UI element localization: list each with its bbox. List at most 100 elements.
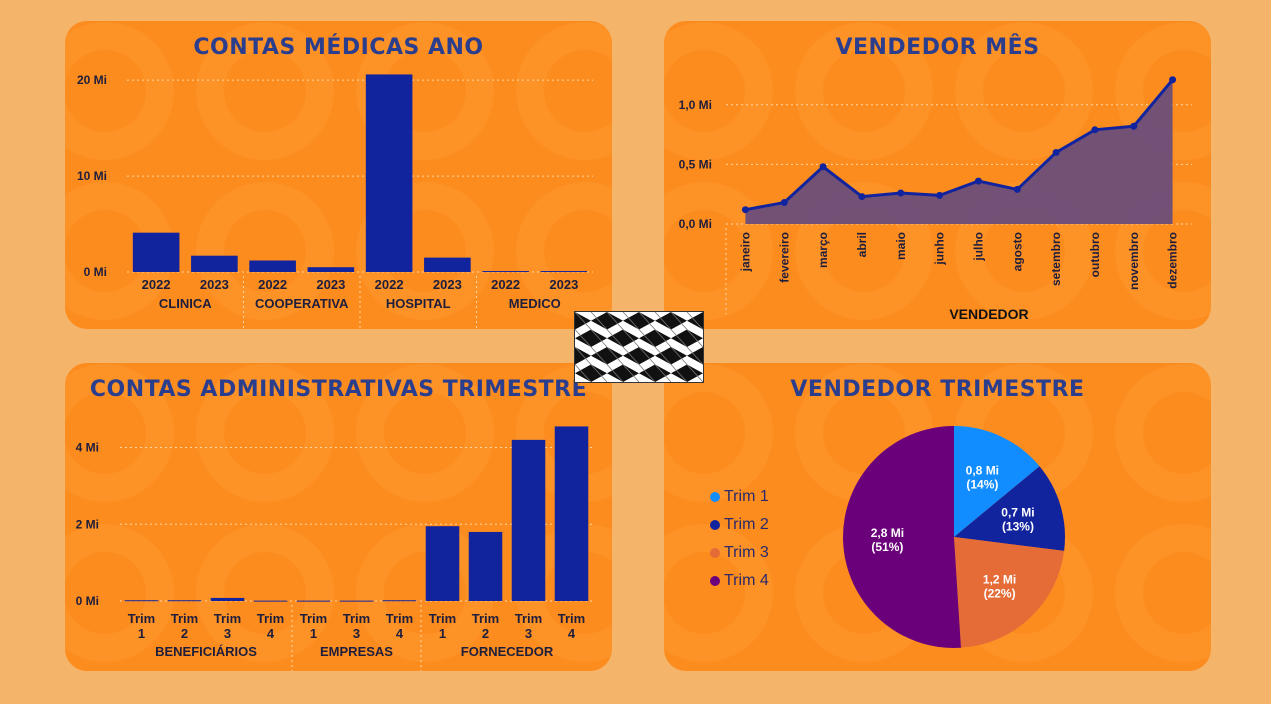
group-label: EMPRESAS xyxy=(320,644,393,659)
bar[interactable] xyxy=(167,600,202,602)
x-tick-label: agosto xyxy=(1010,232,1024,271)
x-tick-label: 1 xyxy=(138,626,145,641)
group-label: BENEFICIÁRIOS xyxy=(155,644,257,659)
data-point[interactable] xyxy=(1169,76,1177,84)
y-tick-label: 1,0 Mi xyxy=(679,98,712,112)
legend-dot-icon xyxy=(710,548,720,558)
legend-label: Trim 2 xyxy=(724,516,769,533)
bar[interactable] xyxy=(124,600,159,602)
legend-item[interactable]: Trim 3 xyxy=(710,539,769,567)
data-point[interactable] xyxy=(780,199,788,207)
x-tick-label: 2023 xyxy=(433,277,462,292)
data-point[interactable] xyxy=(858,193,866,201)
x-tick-label: setembro xyxy=(1049,232,1063,286)
bar[interactable] xyxy=(540,271,588,273)
x-tick-label: maio xyxy=(894,232,908,260)
bar[interactable] xyxy=(554,426,589,601)
data-point[interactable] xyxy=(1052,148,1060,156)
x-tick-label: Trim xyxy=(171,611,198,626)
bar[interactable] xyxy=(210,597,245,601)
bar[interactable] xyxy=(307,267,355,272)
x-tick-label: 2023 xyxy=(200,277,229,292)
data-point[interactable] xyxy=(1091,126,1099,134)
legend-dot-icon xyxy=(710,576,720,586)
vendedor-mes-chart: 0,0 Mi 0,5 Mi 1,0 Mi janeiro fevereiro março a… xyxy=(664,22,1211,322)
slice-pct-label: (13%) xyxy=(1002,519,1034,533)
bar[interactable] xyxy=(132,232,180,272)
pie-slice[interactable] xyxy=(954,537,1065,648)
contas-medicas-chart: 0 Mi 10 Mi 20 Mi 2022 2023 CLINICA 2022 2023 COO… xyxy=(65,22,612,329)
legend-item[interactable]: Trim 1 xyxy=(710,483,769,511)
group-label: HOSPITAL xyxy=(386,296,451,311)
x-tick-label: 3 xyxy=(525,626,532,641)
bar[interactable] xyxy=(249,260,296,272)
data-point[interactable] xyxy=(819,163,827,171)
bar[interactable] xyxy=(339,600,374,602)
x-tick-label: 4 xyxy=(396,626,404,641)
x-tick-label: 1 xyxy=(439,626,446,641)
contas-administrativas-panel: 0 Mi 2 Mi 4 Mi Trim 1 Trim 2 Trim 3 Trim 4 BENEFICI… xyxy=(65,363,612,671)
you-watermark-icon xyxy=(664,22,1211,320)
series-line xyxy=(745,78,1174,212)
x-tick-label: 3 xyxy=(224,626,231,641)
slice-value-label: 2,8 Mi xyxy=(871,526,904,540)
x-tick-label: Trim xyxy=(515,611,542,626)
slice-value-label: 0,8 Mi xyxy=(966,464,999,478)
x-tick-label: Trim xyxy=(343,611,370,626)
pie-slice[interactable] xyxy=(954,466,1065,551)
x-tick-label: 2 xyxy=(181,626,188,641)
vendedor-mes-title: VENDEDOR MÊS xyxy=(835,35,1040,60)
diamond-pattern-icon xyxy=(574,311,704,383)
x-tick-label: 1 xyxy=(310,626,317,641)
contas-medicas-panel: 0 Mi 10 Mi 20 Mi 2022 2023 CLINICA 2022 2023 COO… xyxy=(65,21,612,329)
contas-administrativas-chart: 0 Mi2 Mi4 MiTrim1Trim2Trim3Trim4BENEFICI… xyxy=(65,364,612,671)
legend-label: Trim 3 xyxy=(724,544,769,561)
bar[interactable] xyxy=(511,439,546,601)
x-tick-label: 2022 xyxy=(142,277,171,292)
slice-pct-label: (14%) xyxy=(966,478,998,492)
x-tick-label: Trim xyxy=(214,611,241,626)
contas-administrativas-title: CONTAS ADMINISTRATIVAS TRIMESTRE xyxy=(89,377,588,402)
y-tick-label: 4 Mi xyxy=(76,441,99,455)
slice-value-label: 0,7 Mi xyxy=(1001,505,1034,519)
x-tick-label: Trim xyxy=(128,611,155,626)
legend-item[interactable]: Trim 4 xyxy=(710,567,769,595)
legend-label: Trim 1 xyxy=(724,488,769,505)
vendedor-trimestre-legend[interactable]: Trim 1 Trim 2 Trim 3 Trim 4 xyxy=(710,483,769,595)
pie-slice[interactable] xyxy=(954,426,1040,537)
x-tick-label: novembro xyxy=(1127,232,1141,290)
group-label: COOPERATIVA xyxy=(255,296,349,311)
x-tick-label: Trim xyxy=(429,611,456,626)
pie-slice[interactable] xyxy=(843,426,961,648)
y-tick-label: 0 Mi xyxy=(84,265,107,279)
x-tick-label: Trim xyxy=(300,611,327,626)
bar[interactable] xyxy=(482,271,529,273)
data-point[interactable] xyxy=(1013,185,1021,193)
slice-pct-label: (22%) xyxy=(984,587,1016,601)
x-tick-label: Trim xyxy=(472,611,499,626)
bar[interactable] xyxy=(425,526,460,601)
you-watermark-icon xyxy=(65,22,612,320)
x-tick-label: junho xyxy=(933,232,947,266)
bar[interactable] xyxy=(424,257,471,272)
slice-value-label: 1,2 Mi xyxy=(983,573,1016,587)
data-point[interactable] xyxy=(1130,122,1138,130)
data-point[interactable] xyxy=(936,191,944,199)
group-label: CLINICA xyxy=(159,296,212,311)
area-fill xyxy=(745,79,1173,224)
legend-item[interactable]: Trim 2 xyxy=(710,511,769,539)
data-point[interactable] xyxy=(897,189,905,197)
bar[interactable] xyxy=(365,74,413,272)
x-tick-label: 2023 xyxy=(549,277,578,292)
data-point[interactable] xyxy=(741,206,749,214)
bar[interactable] xyxy=(253,600,288,602)
bar[interactable] xyxy=(468,531,503,601)
bar[interactable] xyxy=(382,600,417,602)
data-point[interactable] xyxy=(974,177,982,185)
group-label: MEDICO xyxy=(509,296,561,311)
x-tick-label: 4 xyxy=(568,626,576,641)
bar[interactable] xyxy=(191,255,238,272)
bar[interactable] xyxy=(296,600,331,602)
x-tick-label: outubro xyxy=(1088,232,1102,277)
x-tick-label: julho xyxy=(971,232,985,262)
